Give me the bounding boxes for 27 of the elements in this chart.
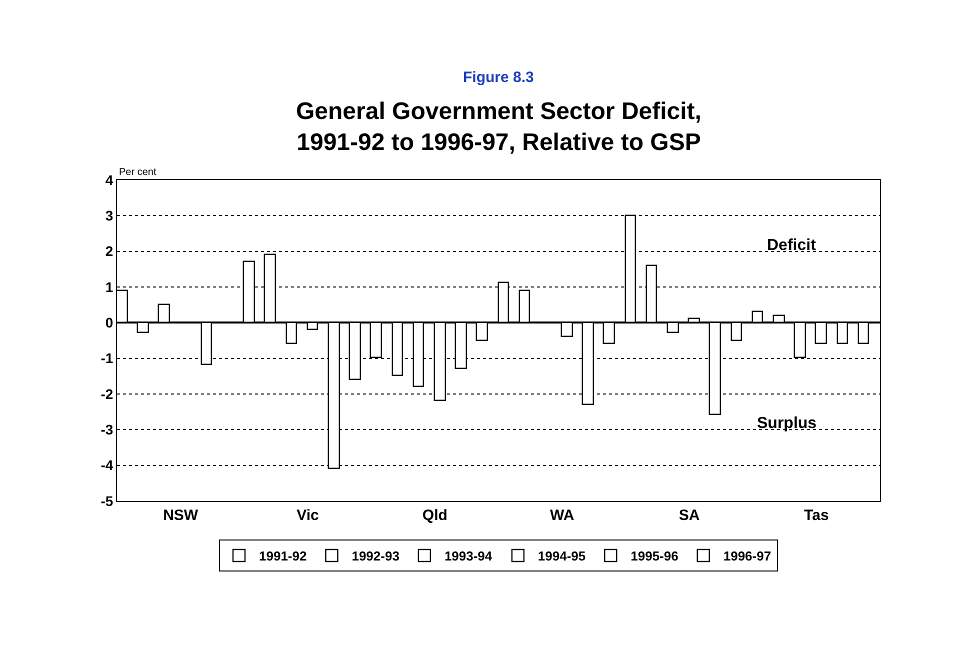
x-tick-label: Tas bbox=[804, 507, 829, 524]
chart-subtitle: Figure 8.3 bbox=[463, 69, 534, 86]
y-tick-label: -2 bbox=[100, 386, 114, 402]
legend-label: 1995-96 bbox=[630, 548, 678, 564]
y-tick-label: 0 bbox=[105, 314, 114, 331]
legend-label: 1992-93 bbox=[352, 548, 400, 564]
x-tick-label: NSW bbox=[163, 507, 199, 524]
y-tick-label: 3 bbox=[105, 208, 114, 224]
x-tick-label: Vic bbox=[296, 507, 319, 524]
y-tick-label: -5 bbox=[100, 492, 114, 509]
legend-label: 1993-94 bbox=[444, 548, 493, 564]
x-tick-label: SA bbox=[678, 507, 700, 524]
legend-label: 1996-97 bbox=[723, 548, 772, 564]
y-tick-label: -4 bbox=[100, 457, 114, 474]
x-tick-label: WA bbox=[550, 507, 574, 524]
x-tick-label: Qld bbox=[422, 507, 448, 524]
annotation: Surplus bbox=[757, 415, 817, 432]
chart-title: General Government Sector Deficit, 1991-92 to 1996-97, Relative to GSP bbox=[296, 98, 702, 156]
legend-label: 1991-92 bbox=[259, 548, 307, 564]
y-tick-label: -3 bbox=[100, 422, 114, 438]
y-tick-label: 4 bbox=[105, 172, 114, 188]
y-tick-label: 1 bbox=[105, 278, 114, 295]
y-axis-title: Per cent bbox=[119, 167, 156, 178]
annotation: Deficit bbox=[767, 237, 817, 254]
legend-label: 1994-95 bbox=[538, 548, 586, 564]
y-tick-label: 2 bbox=[105, 243, 114, 260]
y-tick-label: -1 bbox=[100, 350, 114, 366]
